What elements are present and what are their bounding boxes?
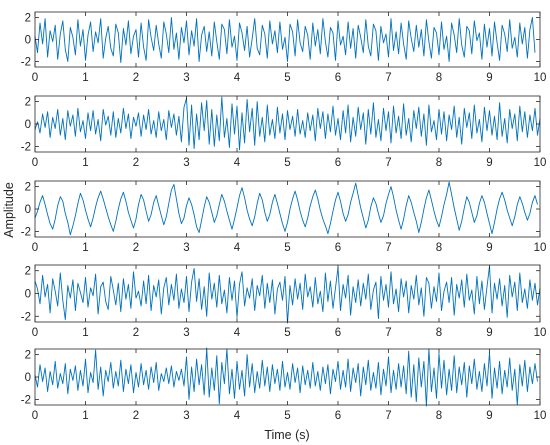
x-tick-label: 5: [284, 242, 290, 254]
x-tick-label: 7: [385, 327, 391, 339]
x-tick-label: 6: [335, 157, 341, 169]
x-tick-label: 3: [183, 410, 189, 422]
x-tick-label: 8: [436, 157, 442, 169]
y-tick-label: 2: [25, 13, 31, 25]
y-tick-label: -2: [21, 311, 31, 323]
x-tick-label: 4: [234, 72, 241, 84]
x-tick-label: 10: [534, 157, 547, 169]
y-tick-label: 2: [25, 350, 31, 362]
y-tick-label: 0: [25, 289, 31, 301]
x-axis-label: Time (s): [264, 428, 309, 442]
x-tick-label: 9: [486, 157, 492, 169]
y-tick-label: 2: [25, 266, 31, 278]
axes-box-panel-4: [34, 264, 541, 323]
signal-line-panel-5: [34, 347, 538, 407]
y-tick-label: -2: [21, 141, 31, 153]
x-tick-label: 6: [335, 327, 341, 339]
x-tick-label: 0: [32, 157, 38, 169]
y-tick-label: -2: [21, 57, 31, 69]
x-tick-label: 6: [335, 242, 341, 254]
axes-box-panel-5: [34, 348, 541, 406]
x-tick-label: 5: [284, 327, 290, 339]
y-tick-label: 0: [25, 204, 31, 216]
x-tick-label: 10: [534, 327, 547, 339]
x-tick-label: 8: [436, 327, 442, 339]
y-tick-label: 0: [25, 35, 31, 47]
x-tick-label: 9: [486, 410, 492, 422]
y-tick-label: 2: [25, 97, 31, 109]
x-tick-label: 8: [436, 242, 442, 254]
x-tick-label: 7: [385, 410, 391, 422]
x-tick-label: 1: [82, 157, 88, 169]
y-tick-label: -2: [21, 394, 31, 406]
signal-line-panel-1: [34, 17, 536, 64]
axes-box-panel-2: [34, 95, 541, 153]
x-tick-label: 3: [183, 327, 189, 339]
y-tick-label: 0: [25, 119, 31, 131]
x-tick-label: 2: [133, 242, 139, 254]
x-tick-label: 3: [183, 157, 189, 169]
y-axis-label: Amplitude: [2, 182, 16, 238]
x-tick-label: 9: [486, 327, 492, 339]
x-tick-label: 4: [234, 242, 241, 254]
x-tick-label: 9: [486, 242, 492, 254]
x-tick-label: 9: [486, 72, 492, 84]
signal-line-panel-4: [34, 265, 541, 324]
x-tick-label: 8: [436, 72, 442, 84]
x-tick-label: 7: [385, 242, 391, 254]
x-tick-label: 4: [234, 410, 241, 422]
x-tick-label: 1: [82, 242, 88, 254]
x-tick-label: 10: [534, 410, 547, 422]
x-tick-label: 1: [82, 410, 88, 422]
x-tick-label: 8: [436, 410, 442, 422]
x-tick-label: 3: [183, 72, 189, 84]
x-tick-label: 7: [385, 157, 391, 169]
x-tick-label: 2: [133, 327, 139, 339]
x-tick-label: 6: [335, 72, 341, 84]
x-tick-label: 6: [335, 410, 341, 422]
x-tick-label: 2: [133, 72, 139, 84]
x-tick-label: 5: [284, 157, 290, 169]
x-tick-label: 10: [534, 72, 547, 84]
x-tick-label: 5: [284, 72, 290, 84]
x-tick-label: 1: [82, 72, 88, 84]
y-tick-label: -2: [21, 226, 31, 238]
x-tick-label: 7: [385, 72, 391, 84]
x-tick-label: 0: [32, 242, 38, 254]
x-tick-label: 3: [183, 242, 189, 254]
signal-line-panel-2: [34, 96, 541, 151]
signal-line-panel-3: [34, 181, 538, 236]
x-tick-label: 2: [133, 410, 139, 422]
y-tick-label: 0: [25, 372, 31, 384]
x-tick-label: 5: [284, 410, 290, 422]
x-tick-label: 10: [534, 242, 547, 254]
x-tick-label: 0: [32, 327, 38, 339]
x-tick-label: 1: [82, 327, 88, 339]
x-tick-label: 2: [133, 157, 139, 169]
x-tick-label: 4: [234, 157, 241, 169]
x-tick-label: 4: [234, 327, 241, 339]
y-tick-label: 2: [25, 182, 31, 194]
x-tick-label: 0: [32, 72, 38, 84]
x-tick-label: 0: [32, 410, 38, 422]
